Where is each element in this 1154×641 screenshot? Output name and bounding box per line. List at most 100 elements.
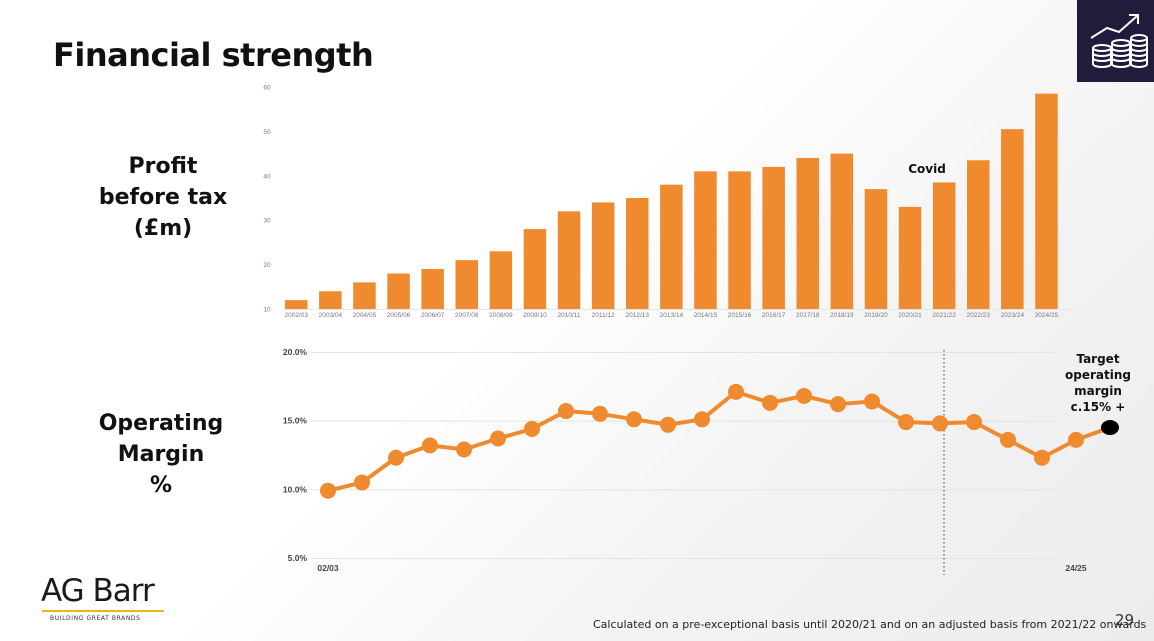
data-point — [1000, 431, 1016, 448]
x-tick-label: 2024/25 — [1035, 312, 1059, 319]
bar — [762, 166, 785, 309]
x-tick-label: 2014/15 — [694, 312, 718, 319]
data-point — [456, 441, 472, 458]
data-point — [796, 387, 812, 404]
y-tick-label: 5.0% — [288, 553, 308, 563]
page-number: 29 — [1115, 611, 1135, 629]
y-tick-label: 10.0% — [283, 484, 308, 494]
data-point — [864, 393, 880, 410]
bar — [1001, 129, 1024, 309]
bar — [830, 153, 854, 309]
data-point — [558, 403, 574, 420]
series-line — [327, 389, 1077, 493]
target-point — [1101, 420, 1119, 436]
x-tick-label: 2010/11 — [558, 312, 581, 319]
bar — [626, 198, 649, 309]
data-point — [728, 383, 744, 400]
x-tick-label: 2013/14 — [660, 312, 684, 319]
bar — [660, 184, 683, 309]
bar — [967, 160, 990, 309]
x-tick-label: 02/03 — [317, 563, 339, 573]
target-annotation-line: margin — [1074, 384, 1122, 398]
target-annotation-line: operating — [1065, 368, 1131, 382]
data-point — [320, 482, 336, 499]
target-annotation-line: c.15% + — [1071, 400, 1126, 414]
data-point — [660, 416, 676, 433]
covid-annotation: Covid — [908, 162, 946, 176]
x-tick-label: 2007/08 — [455, 312, 479, 319]
margin-label-line: Operating — [98, 411, 224, 436]
logo-name: AG Barr — [41, 573, 155, 609]
bar — [728, 171, 751, 309]
data-point — [932, 415, 948, 432]
bar — [319, 291, 342, 309]
x-tick-label: 2005/06 — [387, 312, 411, 319]
x-tick-label: 2021/22 — [932, 312, 956, 319]
data-point — [592, 405, 608, 422]
x-tick-label: 2004/05 — [353, 312, 377, 319]
bar — [932, 182, 956, 309]
bar — [353, 282, 376, 309]
footnote: Calculated on a pre-exceptional basis un… — [593, 618, 1147, 631]
x-tick-label: 2008/09 — [489, 312, 513, 319]
bar — [796, 158, 819, 309]
x-tick-label: 2018/19 — [830, 312, 854, 319]
data-point — [898, 414, 914, 431]
y-tick-label: 60 — [263, 85, 271, 92]
data-point — [388, 449, 404, 466]
x-tick-label: 2003/04 — [319, 312, 343, 319]
bar — [387, 273, 410, 309]
bar — [864, 189, 888, 309]
data-point — [1034, 449, 1050, 466]
x-tick-label: 2009/10 — [523, 312, 547, 319]
x-tick-label: 2017/18 — [796, 312, 820, 319]
data-point — [354, 474, 370, 491]
x-tick-label: 2012/13 — [626, 312, 650, 319]
page-title: Financial strength — [53, 36, 374, 74]
growth-coins-icon — [1077, 0, 1154, 82]
y-tick-label: 50 — [263, 129, 271, 136]
bar — [285, 300, 308, 309]
bar — [898, 206, 922, 309]
x-tick-label: 2015/16 — [728, 312, 752, 319]
x-tick-label: 2006/07 — [421, 312, 445, 319]
y-tick-label: 40 — [263, 173, 271, 180]
x-tick-label: 2023/24 — [1001, 312, 1025, 319]
data-point — [830, 396, 846, 413]
company-logo: AG Barr BUILDING GREAT BRANDS — [41, 573, 171, 623]
bar — [489, 251, 513, 309]
data-point — [694, 411, 710, 428]
bar — [1035, 93, 1058, 309]
bar — [421, 269, 444, 309]
target-annotation-line: Target — [1076, 352, 1119, 366]
margin-label: Operating Margin % — [86, 408, 236, 501]
y-tick-label: 15.0% — [283, 416, 308, 426]
data-point — [626, 411, 642, 428]
y-tick-label: 30 — [263, 218, 271, 225]
bar — [523, 229, 547, 309]
data-point — [966, 414, 982, 431]
margin-label-line: Margin — [117, 442, 205, 467]
x-tick-label: 2022/23 — [967, 312, 991, 319]
y-tick-label: 20.0% — [283, 347, 308, 357]
x-tick-label: 2011/12 — [592, 312, 615, 319]
margin-line-chart: 5.0% 10.0% 15.0% 20.0% 02/03 24/25 Target opera… — [283, 347, 1131, 575]
y-tick-label: 10 — [263, 307, 271, 314]
bar — [694, 171, 717, 309]
profit-label: Profit before tax (£m) — [88, 151, 238, 244]
x-tick-label: 2020/21 — [898, 312, 922, 319]
data-point — [490, 430, 506, 447]
data-point — [762, 394, 778, 411]
profit-label-line: (£m) — [133, 216, 193, 241]
profit-bar-chart: 10 20 30 40 50 60 2002/03 2003/04 2004/05 2005/06… — [263, 85, 1077, 319]
profit-label-line: Profit — [128, 154, 198, 179]
x-tick-label: 2002/03 — [285, 312, 309, 319]
data-point — [524, 420, 540, 437]
logo-tagline: BUILDING GREAT BRANDS — [50, 615, 141, 622]
bar — [591, 202, 615, 309]
profit-label-line: before tax — [98, 185, 228, 210]
data-point — [422, 437, 438, 454]
logo-underline — [42, 610, 164, 612]
x-tick-label: 24/25 — [1065, 563, 1087, 573]
